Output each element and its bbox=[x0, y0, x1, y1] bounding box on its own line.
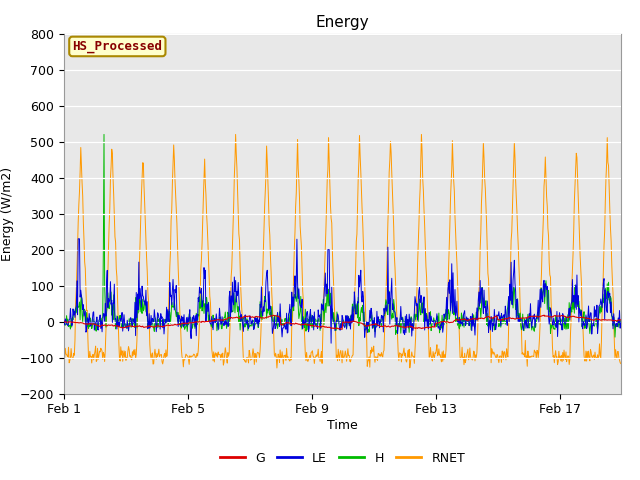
X-axis label: Time: Time bbox=[327, 419, 358, 432]
Text: HS_Processed: HS_Processed bbox=[72, 40, 163, 53]
Title: Energy: Energy bbox=[316, 15, 369, 30]
Legend: G, LE, H, RNET: G, LE, H, RNET bbox=[215, 447, 470, 469]
Y-axis label: Energy (W/m2): Energy (W/m2) bbox=[1, 167, 14, 261]
